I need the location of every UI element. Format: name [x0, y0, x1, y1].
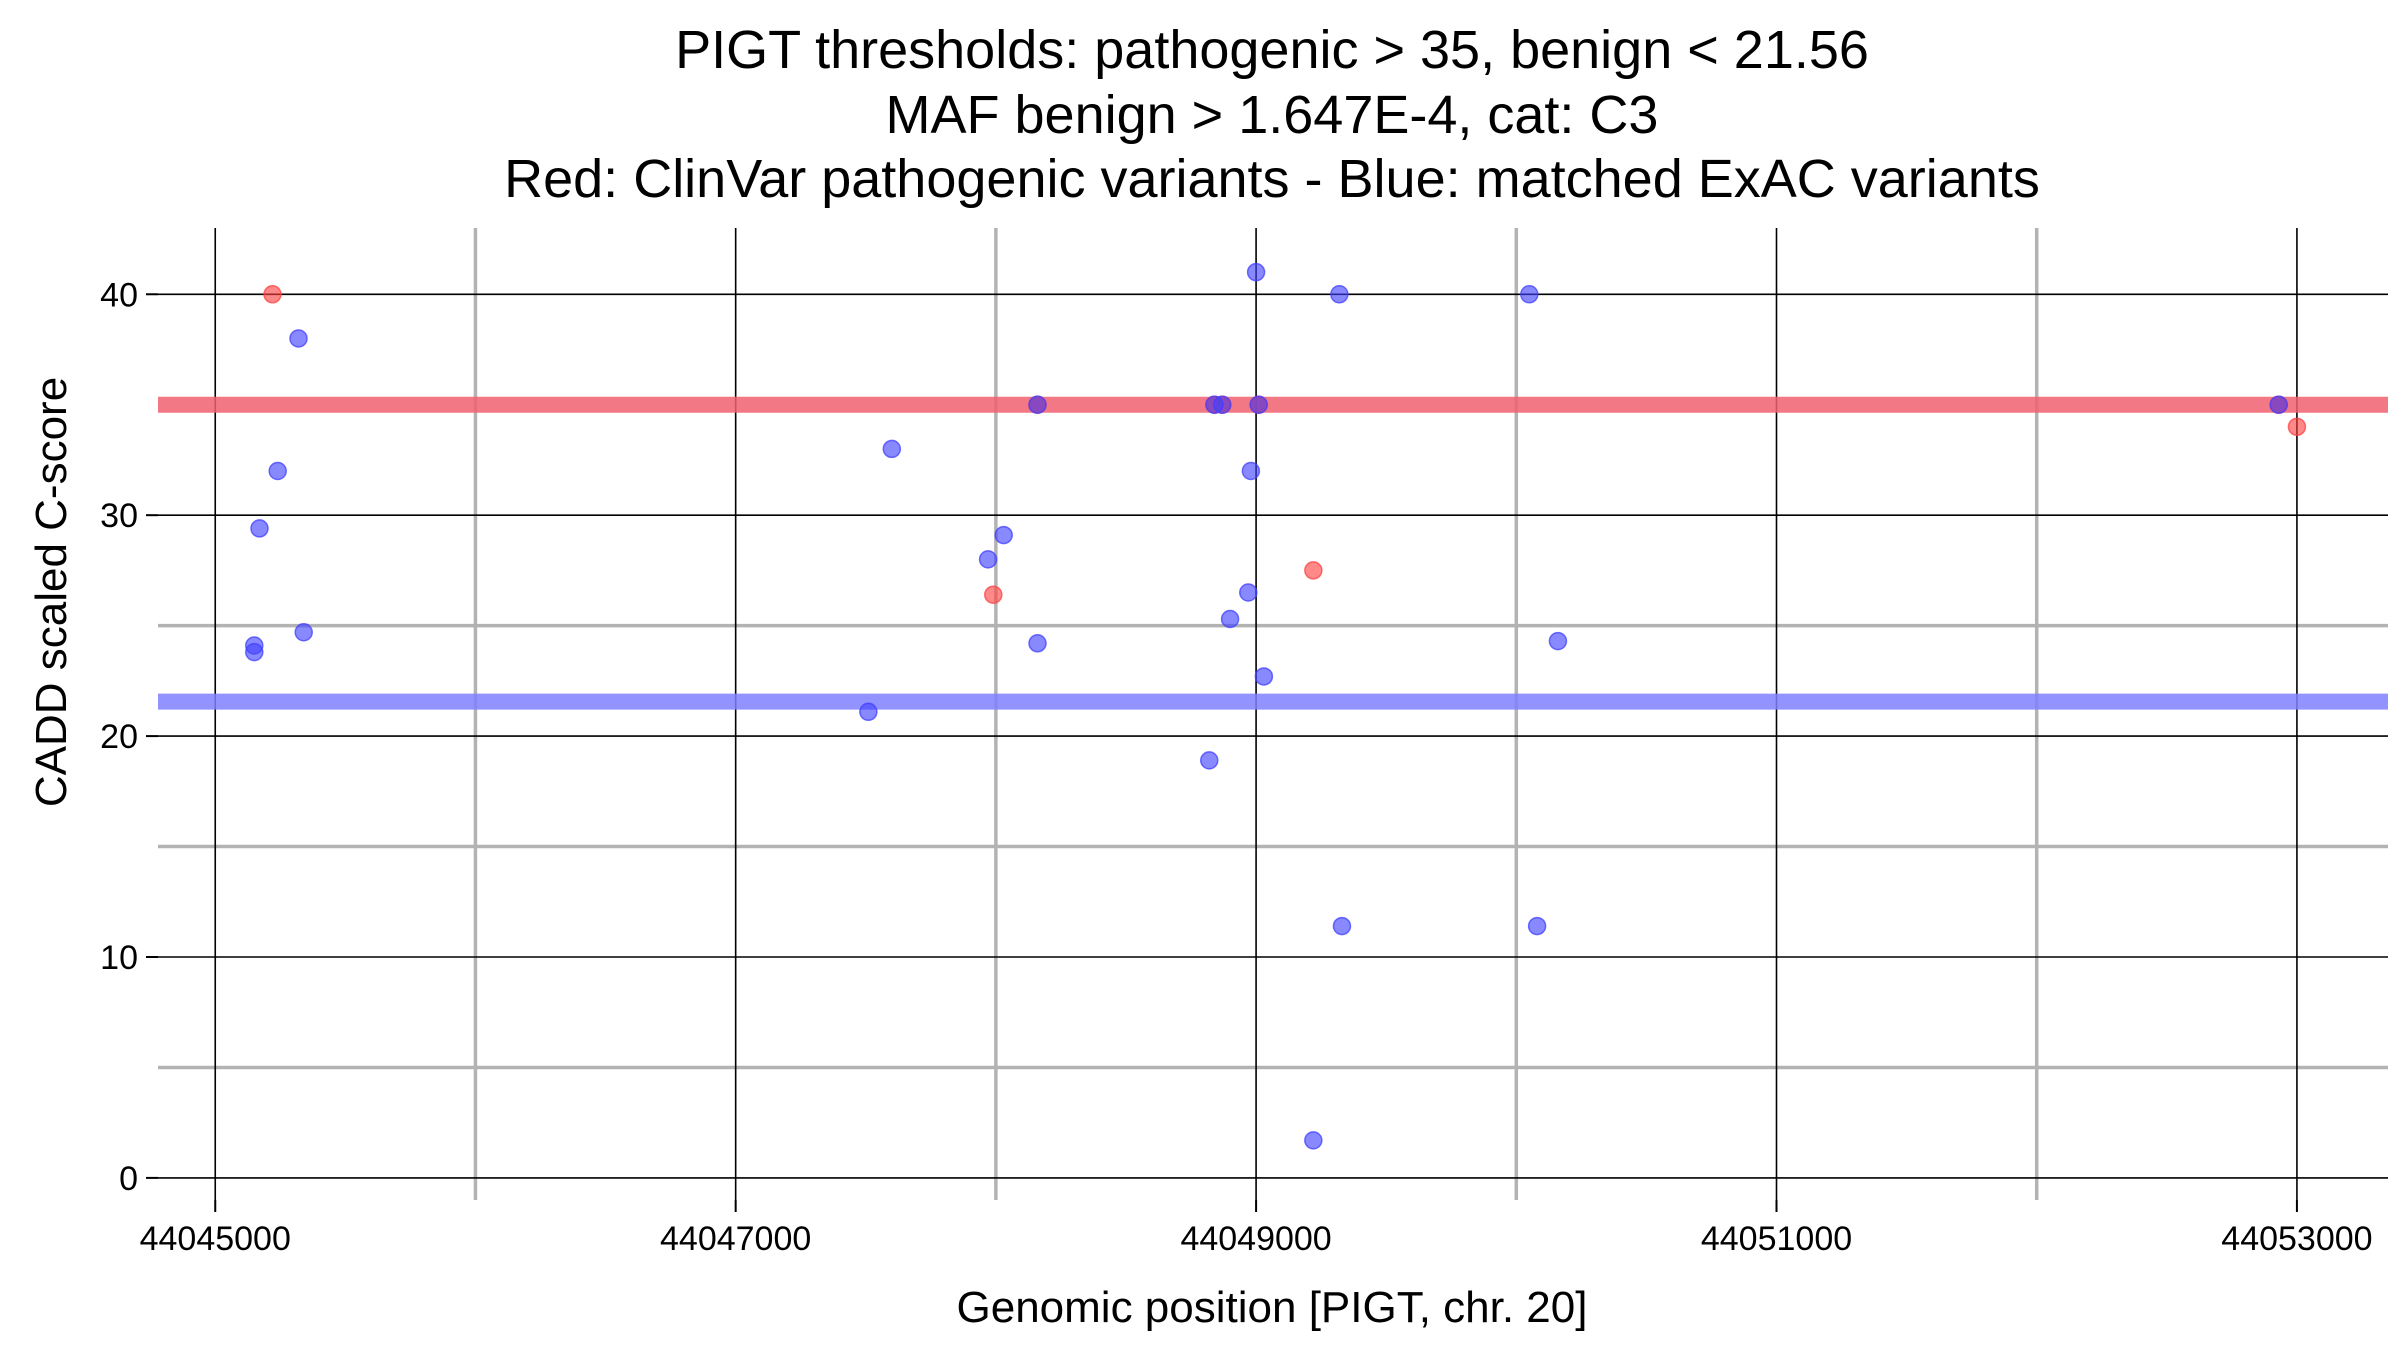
clinvar-pathogenic-point — [1304, 561, 1323, 580]
exac-matched-point — [289, 329, 308, 348]
exac-matched-point — [1213, 395, 1232, 414]
exac-matched-point — [1246, 262, 1266, 282]
x-tick-label: 44051000 — [1701, 1220, 1852, 1258]
exac-matched-point — [1304, 1131, 1323, 1150]
y-tick-label: 40 — [100, 276, 138, 314]
exac-matched-point — [245, 642, 264, 662]
x-axis-label: Genomic position [PIGT, chr. 20] — [957, 1283, 1588, 1332]
exac-matched-point — [1330, 285, 1349, 304]
exac-matched-point — [978, 550, 998, 569]
chart-title: PIGT thresholds: pathogenic > 35, benign… — [504, 20, 2040, 209]
exac-matched-point — [268, 461, 287, 481]
y-tick-label: 10 — [100, 939, 138, 977]
exac-matched-point — [1254, 667, 1274, 686]
x-tick-label: 44053000 — [2221, 1220, 2372, 1258]
minor-gridlines — [158, 228, 2388, 1200]
exac-matched-point — [1520, 285, 1539, 304]
exac-matched-point — [1527, 916, 1547, 936]
exac-matched-point — [2269, 395, 2288, 414]
exac-matched-point — [1028, 395, 1047, 414]
clinvar-pathogenic-point — [2287, 417, 2307, 437]
x-tick-label: 44045000 — [140, 1220, 291, 1258]
chart-title-line-2: MAF benign > 1.647E-4, cat: C3 — [886, 85, 1659, 145]
major-gridlines — [158, 228, 2388, 1200]
clinvar-pathogenic-point — [984, 585, 1003, 604]
exac-matched-point — [859, 702, 878, 722]
chart-title-line-1: PIGT thresholds: pathogenic > 35, benign… — [675, 20, 1869, 80]
exac-matched-point — [1199, 751, 1219, 770]
exac-matched-point — [1239, 583, 1258, 602]
y-tick-label: 30 — [100, 497, 138, 535]
y-axis-label: CADD scaled C-score — [27, 377, 76, 807]
exac-matched-point — [1332, 916, 1352, 936]
exac-matched-point — [1249, 395, 1268, 414]
y-tick-label: 20 — [100, 718, 138, 756]
y-tick-label: 0 — [119, 1160, 138, 1198]
data-points — [245, 262, 2307, 1150]
exac-matched-point — [1028, 634, 1047, 653]
x-tick-label: 44047000 — [660, 1220, 811, 1258]
tick-labels: 44045000 44047000 44049000 44051000 44053000… — [100, 276, 2372, 1258]
exac-matched-point — [882, 439, 902, 459]
exac-matched-point — [994, 525, 1013, 545]
clinvar-pathogenic-point — [263, 285, 282, 304]
exac-matched-point — [250, 519, 269, 538]
axes — [146, 293, 2298, 1212]
exac-matched-point — [1548, 631, 1568, 651]
exac-matched-point — [1241, 461, 1261, 481]
exac-matched-point — [294, 623, 313, 642]
exac-matched-point — [1220, 609, 1240, 629]
x-tick-label: 44049000 — [1180, 1220, 1331, 1258]
chart-title-line-3: Red: ClinVar pathogenic variants - Blue:… — [504, 149, 2040, 209]
threshold-lines — [158, 396, 2388, 710]
